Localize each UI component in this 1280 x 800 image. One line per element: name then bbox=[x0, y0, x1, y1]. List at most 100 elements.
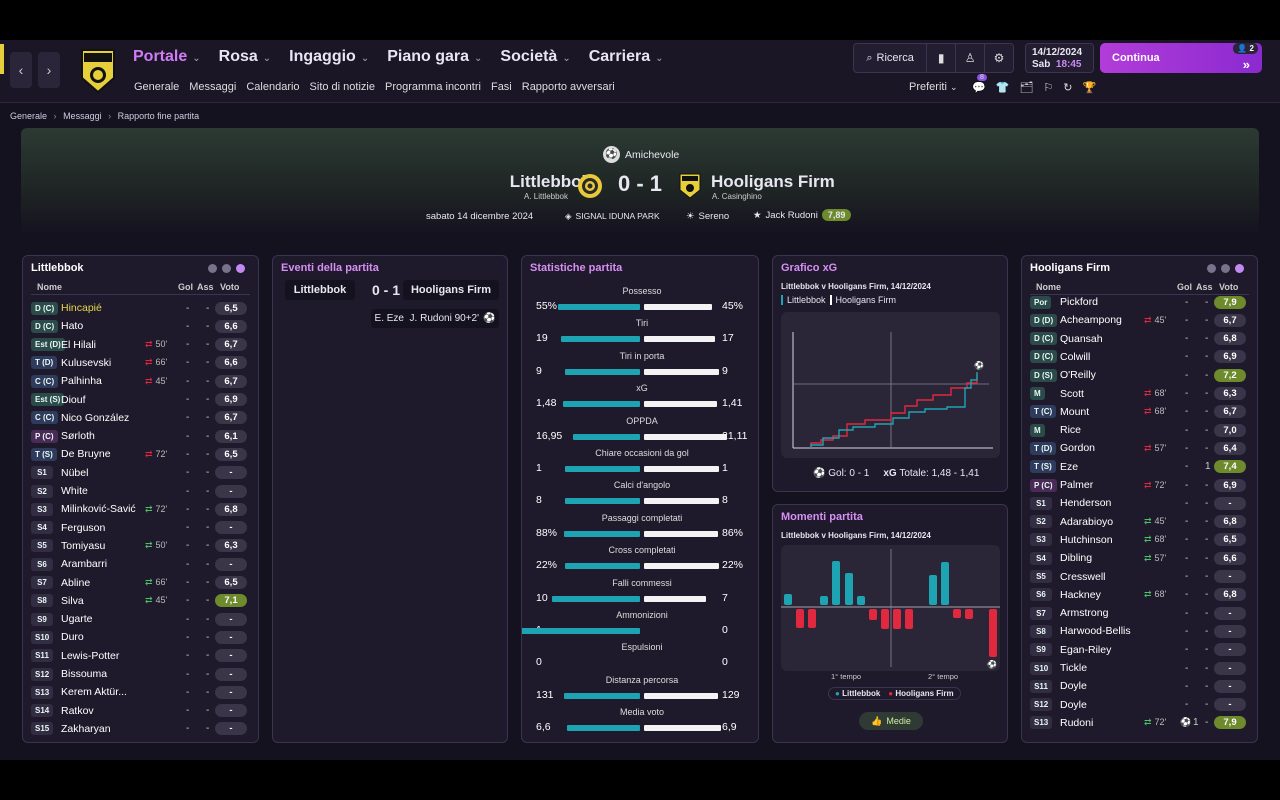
player-row[interactable]: D (C) Hincapié - -6,5 bbox=[31, 300, 251, 316]
player-row[interactable]: S5 Tomiyasu ⇄ 50' - -6,3 bbox=[31, 538, 251, 554]
player-row[interactable]: P (C) Sørloth - -6,1 bbox=[31, 428, 251, 444]
menu-item[interactable]: Carriera ⌄ bbox=[589, 48, 664, 66]
player-row[interactable]: S13 Rudoni ⇄ 72' ⚽ 1-7,9 bbox=[1030, 715, 1250, 731]
player-row[interactable]: S2 Adarabioyo ⇄ 45' - -6,8 bbox=[1030, 514, 1250, 530]
player-row[interactable]: S15 Zakharyan - - - bbox=[31, 721, 251, 737]
player-row[interactable]: Por Pickford - -7,9 bbox=[1030, 294, 1250, 310]
player-row[interactable]: M Rice - -7,0 bbox=[1030, 422, 1250, 438]
player-row[interactable]: T (S) De Bruyne ⇄ 72' - -6,5 bbox=[31, 446, 251, 462]
away-team-name[interactable]: Hooligans Firm bbox=[711, 172, 835, 191]
player-row[interactable]: T (D) Gordon ⇄ 57' - -6,4 bbox=[1030, 440, 1250, 456]
moments-panel-title: Momenti partita bbox=[781, 511, 863, 523]
club-crest-icon[interactable] bbox=[80, 48, 116, 94]
player-row[interactable]: S6 Arambarri - - - bbox=[31, 556, 251, 572]
submenu-item[interactable]: Programma incontri bbox=[384, 81, 481, 93]
player-row[interactable]: S2 White - - - bbox=[31, 483, 251, 499]
search-button[interactable]: ⌕ Ricerca bbox=[854, 52, 926, 65]
settings-button[interactable]: ⚙ bbox=[984, 44, 1013, 72]
col-header-name[interactable]: Nome bbox=[37, 282, 63, 292]
player-row[interactable]: S11 Lewis-Potter - - - bbox=[31, 648, 251, 664]
continue-button[interactable]: Continua 👤 2 » bbox=[1100, 43, 1262, 73]
player-row[interactable]: S5 Cresswell - - - bbox=[1030, 569, 1250, 585]
player-row[interactable]: S1 Henderson - - - bbox=[1030, 495, 1250, 511]
col-header-name[interactable]: Nome bbox=[1036, 282, 1062, 292]
submenu-item[interactable]: Fasi bbox=[490, 81, 512, 93]
player-row[interactable]: T (S) Eze - 1 7,4 bbox=[1030, 459, 1250, 475]
submenu-item[interactable]: Sito di notizie bbox=[309, 81, 375, 93]
player-row[interactable]: S12 Doyle - - - bbox=[1030, 697, 1250, 713]
away-crest-icon[interactable] bbox=[679, 173, 701, 199]
player-row[interactable]: S8 Silva ⇄ 45' - -7,1 bbox=[31, 593, 251, 609]
col-header-rating[interactable]: Voto bbox=[1219, 282, 1239, 292]
player-row[interactable]: S3 Milinković-Savić ⇄ 72' - -6,8 bbox=[31, 501, 251, 517]
player-row[interactable]: S3 Hutchinson ⇄ 68' - -6,5 bbox=[1030, 532, 1250, 548]
player-row[interactable]: S8 Harwood-Bellis - - - bbox=[1030, 623, 1250, 639]
panel-dots[interactable] bbox=[208, 264, 245, 273]
bookmark-button[interactable]: ▮ bbox=[926, 44, 955, 72]
player-row[interactable]: S9 Egan-Riley - - - bbox=[1030, 642, 1250, 658]
player-row[interactable]: S9 Ugarte - - - bbox=[31, 611, 251, 627]
player-row[interactable]: P (C) Palmer ⇄ 72' - -6,9 bbox=[1030, 477, 1250, 493]
shirt-icon[interactable]: 👕 bbox=[995, 82, 1010, 94]
player-row[interactable]: C (C) Palhinha ⇄ 45' - -6,7 bbox=[31, 373, 251, 389]
player-row[interactable]: Est (S) Diouf - -6,9 bbox=[31, 392, 251, 408]
menu-item[interactable]: Portale ⌄ bbox=[133, 48, 201, 66]
player-row[interactable]: S7 Abline ⇄ 66' - -6,5 bbox=[31, 575, 251, 591]
menu-item[interactable]: Società ⌄ bbox=[500, 48, 570, 66]
submenu-item[interactable]: Messaggi bbox=[189, 81, 237, 93]
player-row[interactable]: C (C) Nico González - -6,7 bbox=[31, 410, 251, 426]
player-name: Henderson bbox=[1060, 497, 1112, 510]
player-row[interactable]: S6 Hackney ⇄ 68' - -6,8 bbox=[1030, 587, 1250, 603]
trophy-icon[interactable]: 🏆 bbox=[1082, 82, 1097, 94]
favorites-dropdown[interactable]: Preferiti ⌄ bbox=[909, 81, 958, 93]
player-row[interactable]: T (D) Kulusevski ⇄ 66' - -6,6 bbox=[31, 355, 251, 371]
player-row[interactable]: D (S) O'Reilly - -7,2 bbox=[1030, 367, 1250, 383]
player-row[interactable]: D (C) Hato - -6,6 bbox=[31, 318, 251, 334]
submenu-item[interactable]: Calendario bbox=[246, 81, 300, 93]
player-row[interactable]: Est (D) El Hilali ⇄ 50' - -6,7 bbox=[31, 337, 251, 353]
player-row[interactable]: S4 Ferguson - - - bbox=[31, 520, 251, 536]
col-header-assists[interactable]: Ass bbox=[197, 282, 214, 292]
chat-icon[interactable]: 💬 8 bbox=[972, 74, 987, 94]
player-row[interactable]: D (C) Quansah - -6,8 bbox=[1030, 331, 1250, 347]
col-header-assists[interactable]: Ass bbox=[1196, 282, 1213, 292]
player-row[interactable]: S13 Kerem Aktür... - - - bbox=[31, 684, 251, 700]
player-row[interactable]: D (C) Colwill - -6,9 bbox=[1030, 349, 1250, 365]
player-row[interactable]: S14 Ratkov - - - bbox=[31, 703, 251, 719]
player-row[interactable]: D (D) Acheampong ⇄ 45' - -6,7 bbox=[1030, 312, 1250, 328]
player-name: Hackney bbox=[1060, 588, 1101, 601]
panel-dots[interactable] bbox=[1207, 264, 1244, 273]
refresh-icon[interactable]: ↻ bbox=[1063, 82, 1073, 94]
player-row[interactable]: S10 Tickle - - - bbox=[1030, 660, 1250, 676]
home-crest-icon[interactable] bbox=[577, 173, 603, 199]
player-row[interactable]: S4 Dibling ⇄ 57' - -6,6 bbox=[1030, 550, 1250, 566]
player-row[interactable]: S7 Armstrong - - - bbox=[1030, 605, 1250, 621]
forward-button[interactable]: › bbox=[38, 52, 60, 88]
player-row[interactable]: S1 Nübel - - - bbox=[31, 465, 251, 481]
man-of-the-match[interactable]: ★ Jack Rudoni 7,89 bbox=[753, 209, 852, 221]
card-icon[interactable]: 🗂 bbox=[1019, 82, 1034, 94]
col-header-goals[interactable]: Gol bbox=[178, 282, 193, 292]
submenu-item[interactable]: Generale bbox=[134, 81, 180, 93]
averages-button[interactable]: 👍 Medie bbox=[859, 712, 923, 730]
menu-item[interactable]: Rosa ⌄ bbox=[219, 48, 272, 66]
menu-item[interactable]: Piano gara ⌄ bbox=[387, 48, 482, 66]
submenu-item[interactable]: Rapporto avversari bbox=[521, 81, 615, 93]
breadcrumb-item-messages[interactable]: Messaggi bbox=[63, 111, 102, 121]
user-button[interactable]: ♙ bbox=[955, 44, 984, 72]
player-row[interactable]: M Scott ⇄ 68' - -6,3 bbox=[1030, 386, 1250, 402]
player-row[interactable]: S11 Doyle - - - bbox=[1030, 678, 1250, 694]
home-team-name[interactable]: Littlebbok bbox=[509, 172, 591, 191]
menu-item[interactable]: Ingaggio ⌄ bbox=[289, 48, 369, 66]
date-box[interactable]: 14/12/2024 Sab 18:45 bbox=[1025, 43, 1094, 73]
back-button[interactable]: ‹ bbox=[10, 52, 32, 88]
tactics-icon[interactable]: ⚐ bbox=[1043, 82, 1054, 94]
player-name: Abline bbox=[61, 576, 91, 589]
goal-event[interactable]: E. Eze J. Rudoni 90+2' ⚽ bbox=[371, 309, 499, 328]
player-row[interactable]: S12 Bissouma - - - bbox=[31, 666, 251, 682]
player-row[interactable]: T (C) Mount ⇄ 68' - -6,7 bbox=[1030, 404, 1250, 420]
col-header-rating[interactable]: Voto bbox=[220, 282, 240, 292]
breadcrumb-item-general[interactable]: Generale bbox=[10, 111, 48, 121]
player-row[interactable]: S10 Duro - - - bbox=[31, 629, 251, 645]
col-header-goals[interactable]: Gol bbox=[1177, 282, 1192, 292]
